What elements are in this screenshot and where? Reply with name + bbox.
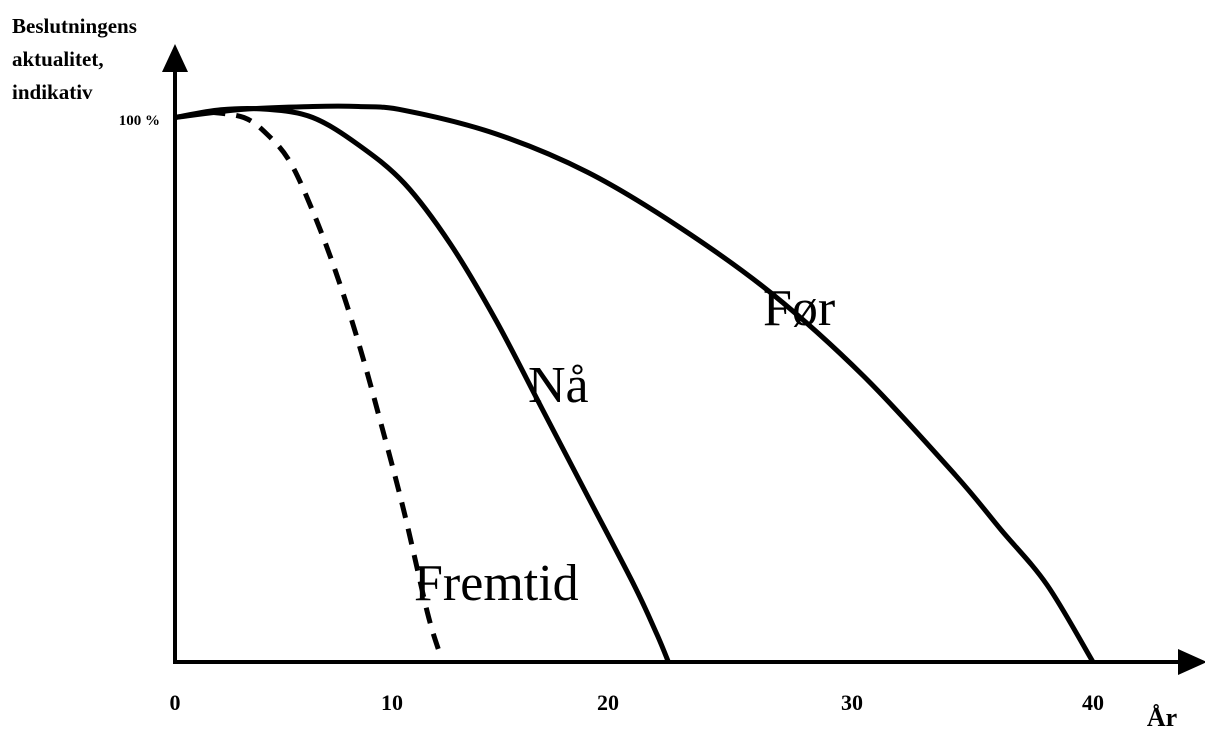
x-axis-arrowhead [1178, 649, 1205, 675]
y-axis-label-line-1: Beslutningens [12, 14, 137, 38]
x-tick-label-40: 40 [1082, 690, 1104, 715]
x-tick-label-20: 20 [597, 690, 619, 715]
x-tick-label-0: 0 [170, 690, 181, 715]
y-axis-arrowhead [162, 44, 188, 72]
y-tick-label-100: 100 % [119, 113, 160, 129]
series-line-for [174, 103, 1096, 664]
axes [162, 44, 1205, 675]
series-label-fremtid: Fremtid [414, 555, 579, 612]
series-label-for: Før [763, 280, 835, 337]
x-axis-label: År [1147, 703, 1177, 731]
y-axis-label-line-3: indikativ [12, 80, 93, 104]
series-line-naa [174, 106, 671, 663]
series-label-naa: Nå [528, 357, 589, 414]
x-tick-label-30: 30 [841, 690, 863, 715]
x-tick-label-10: 10 [381, 690, 403, 715]
y-axis-label-line-2: aktualitet, [12, 47, 104, 71]
series-line-fremtid [209, 109, 442, 652]
series-layer [174, 103, 1096, 664]
